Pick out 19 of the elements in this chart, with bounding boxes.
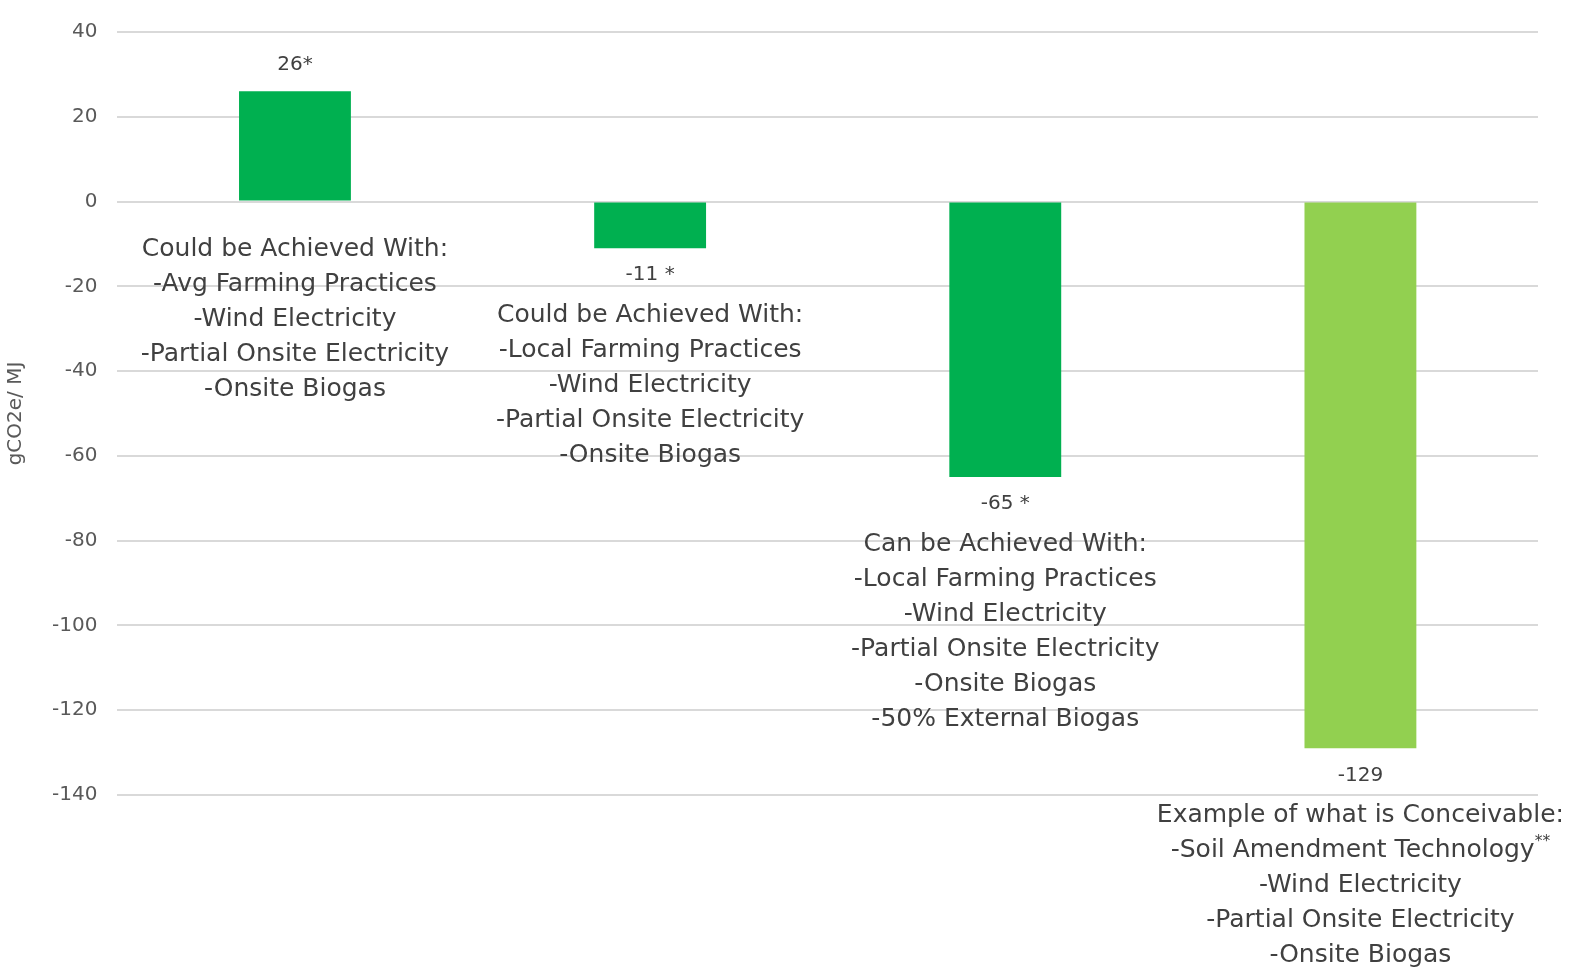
y-tick-label: -60 <box>64 442 98 467</box>
y-tick-label: -20 <box>64 272 98 297</box>
y-tick-label: 40 <box>71 18 98 43</box>
y-tick-label: -140 <box>52 781 98 806</box>
annotation: Can be Achieved With: -Local Farming Practices -Wind Electricity -Partial Onsite Electricity -Onsite Biogas -50% External Biogas <box>851 527 1160 732</box>
y-tick-label: -80 <box>64 526 98 551</box>
annotation: Could be Achieved With: -Local Farming Practices -Wind Electricity -Partial Onsite Electricity -Onsite Biogas <box>495 298 805 468</box>
y-tick-label: 20 <box>71 102 98 127</box>
data-label: -65 * <box>980 490 1030 515</box>
y-tick-label: 0 <box>84 187 98 212</box>
y-tick-label: -40 <box>64 357 98 382</box>
y-tick-label: -100 <box>52 611 98 636</box>
annotation: Could be Achieved With: -Avg Farming Practices -Wind Electricity -Partial Onsite Electricity -Onsite Biogas <box>140 233 450 403</box>
text: Example of what is Conceivable: -Soil Amendment Technology** -Wind Electricity -Partial Onsite Electricity -Onsite Biogas <box>1156 798 1564 968</box>
y-axis-title: gCO2e/ MJ <box>2 361 27 466</box>
data-label: -129 <box>1337 761 1384 786</box>
data-label: -11 * <box>625 261 675 286</box>
data-label: 26* <box>277 50 313 75</box>
y-tick-label: -120 <box>52 696 98 721</box>
